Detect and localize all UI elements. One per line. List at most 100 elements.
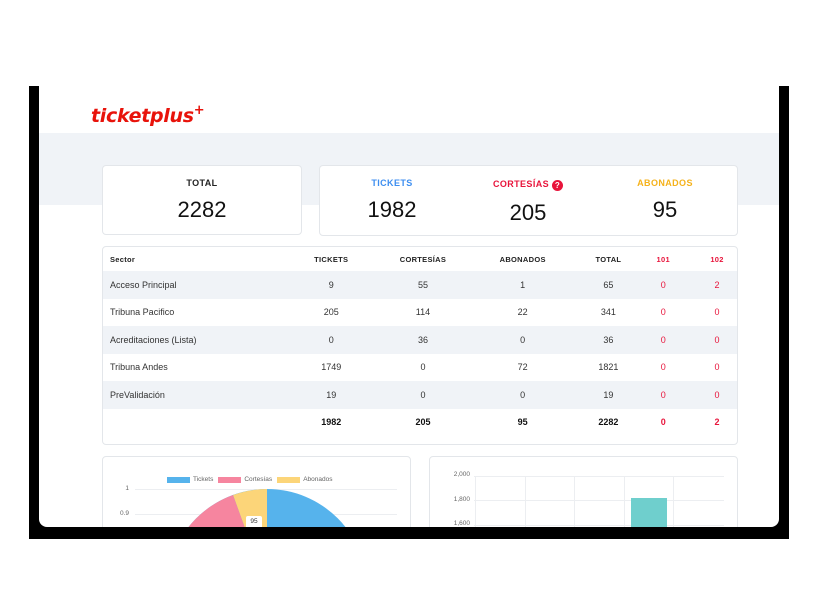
cell-sector: PreValidación [103, 381, 275, 409]
total-101: 0 [660, 417, 666, 428]
logo-plus: + [193, 103, 205, 118]
cell-total: 19 [587, 381, 630, 409]
cell-sector: Acreditaciones (Lista) [103, 326, 275, 354]
cell-abonados: 1 [457, 271, 588, 299]
cell-cortesias: 55 [388, 271, 458, 299]
app-window: ticketplus+ TOTAL 2282 TICKETS 1982 CORT… [39, 86, 779, 527]
tickets-stat: TICKETS 1982 [332, 166, 452, 235]
table-row: Acceso Principal 9 55 1 65 0 2 [103, 271, 737, 299]
gridline [525, 476, 526, 527]
cell-total: 65 [587, 271, 630, 299]
cell-cortesias: 0 [388, 381, 458, 409]
total-label: TOTAL [186, 178, 218, 188]
question-circle-icon[interactable]: ? [552, 180, 564, 191]
cell-102: 0 [714, 307, 720, 318]
swatch-abonados [277, 476, 301, 483]
cell-101: 0 [660, 307, 666, 318]
cell-sector: Acceso Principal [103, 271, 275, 299]
y-tick-1600: 1,600 [453, 520, 470, 527]
cell-101: 0 [629, 381, 698, 409]
legend-tickets[interactable]: Tickets [167, 476, 213, 483]
total-abonados: 95 [517, 417, 528, 428]
total-tickets: 1982 [321, 417, 342, 428]
sector-table: Sector TICKETS CORTESÍAS ABONADOS TOTAL … [103, 247, 737, 436]
cell-abonados: 0 [457, 381, 588, 409]
cell-102: 2 [697, 271, 737, 299]
gridline [475, 476, 476, 527]
table-row: Acreditaciones (Lista) 0 36 0 36 0 0 [103, 326, 737, 354]
pie-data-label: 95 [250, 518, 258, 525]
breakdown-card: TICKETS 1982 CORTESÍAS? 205 ABONADOS 95 [319, 165, 738, 236]
cortesias-label: CORTESÍAS? [468, 179, 588, 191]
swatch-cortesias [218, 476, 242, 483]
cell-tickets: 1749 [321, 362, 342, 373]
header: ticketplus+ [39, 86, 779, 133]
cell-102: 0 [697, 381, 737, 409]
cell-sector: Tribuna Pacifico [110, 307, 175, 318]
y-tick-2000: 2,000 [453, 471, 470, 478]
legend-abonados[interactable]: Abonados [277, 476, 332, 483]
cell-total: 341 [600, 307, 616, 318]
y-tick-1800: 1,800 [453, 496, 470, 503]
cell-tickets: 9 [274, 271, 389, 299]
cell-tickets: 205 [323, 307, 339, 318]
cell-cortesias: 0 [420, 362, 426, 373]
cell-tickets: 19 [274, 381, 389, 409]
col-total[interactable]: TOTAL [595, 254, 622, 264]
tickets-value: 1982 [367, 197, 417, 222]
cell-102: 0 [697, 326, 737, 354]
cell-101: 0 [660, 362, 666, 373]
cortesias-value: 205 [509, 200, 547, 225]
total-card: TOTAL 2282 [102, 165, 302, 235]
swatch-tickets [167, 476, 190, 483]
total-total: 2282 [598, 417, 619, 428]
table-row: PreValidación 19 0 0 19 0 0 [103, 381, 737, 409]
gridline [474, 476, 724, 477]
abonados-stat: ABONADOS 95 [605, 166, 725, 235]
cell-sector [103, 409, 274, 437]
cortesias-stat: CORTESÍAS? 205 [468, 166, 588, 235]
gridline [474, 500, 724, 501]
cell-abonados: 0 [457, 326, 588, 354]
col-102[interactable]: 102 [710, 254, 724, 264]
cell-tickets: 0 [274, 326, 389, 354]
cortesias-label-text: CORTESÍAS [492, 179, 550, 189]
legend-tickets-label: Tickets [193, 476, 214, 483]
cell-cortesias: 114 [415, 307, 431, 318]
data-label-box [246, 516, 262, 527]
col-abonados[interactable]: ABONADOS [499, 254, 546, 264]
cell-total: 36 [587, 326, 630, 354]
abonados-value: 95 [652, 197, 678, 222]
ticketplus-logo[interactable]: ticketplus+ [91, 103, 205, 127]
total-cortesias: 205 [415, 417, 431, 428]
col-tickets[interactable]: TICKETS [314, 254, 349, 264]
pie-slice-cortesias [188, 495, 245, 527]
table-totals-row: 1982 205 95 2282 0 2 [103, 409, 737, 437]
cell-101: 0 [629, 326, 698, 354]
col-cortesias[interactable]: CORTESÍAS [399, 254, 447, 264]
y-tick-0.9: 0.9 [119, 510, 129, 517]
cell-cortesias: 36 [388, 326, 458, 354]
cell-abonados: 72 [517, 362, 528, 373]
table-row: Tribuna Andes 1749 0 72 1821 0 0 [103, 354, 737, 382]
total-102: 2 [714, 417, 720, 428]
legend-cortesias[interactable]: Cortesías [218, 476, 272, 483]
cell-total: 1821 [598, 362, 619, 373]
logo-text: ticketplus [91, 105, 194, 127]
pie-chart-card: Tickets Cortesías Abonados 1 0.9 95 [102, 456, 411, 527]
legend-cortesias-label: Cortesías [244, 476, 273, 483]
cell-101: 0 [629, 271, 698, 299]
bar-tribuna-andes[interactable] [631, 498, 667, 527]
bar-chart-card: 2,000 1,800 1,600 [429, 456, 738, 527]
tickets-label: TICKETS [371, 178, 413, 188]
cell-102: 0 [714, 362, 720, 373]
total-value: 2282 [177, 197, 227, 222]
sector-table-card: Sector TICKETS CORTESÍAS ABONADOS TOTAL … [102, 246, 738, 445]
table-row: Tribuna Pacifico 205 114 22 341 0 0 [103, 299, 737, 327]
gridline [673, 476, 674, 527]
abonados-label: ABONADOS [637, 178, 693, 188]
col-sector[interactable]: Sector [110, 254, 136, 264]
col-101[interactable]: 101 [656, 254, 670, 264]
gridline [574, 476, 575, 527]
pie-chart[interactable] [103, 457, 412, 527]
